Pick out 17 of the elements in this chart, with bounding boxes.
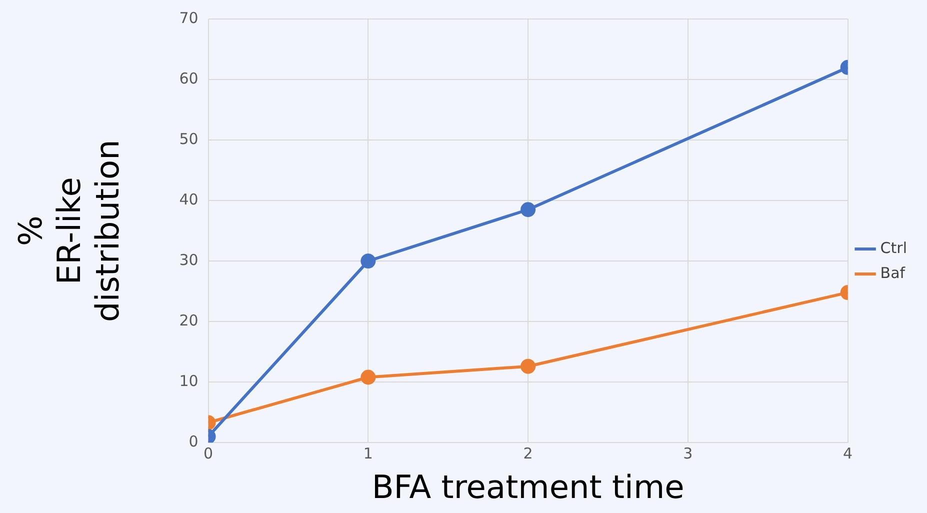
y-tick-label: 60 (179, 69, 198, 88)
x-tick-label: 0 (204, 444, 214, 462)
y-tick-label: 50 (179, 130, 198, 148)
x-axis-title: BFA treatment time (372, 468, 684, 506)
x-tick-label: 2 (523, 444, 533, 462)
y-tick-label: 10 (179, 372, 198, 390)
x-tick-label: 3 (683, 444, 693, 462)
legend-label: Ctrl (880, 238, 908, 257)
y-tick-label: 30 (179, 250, 198, 269)
y-tick-label: 70 (179, 8, 198, 27)
y-tick-label: 0 (188, 432, 198, 450)
y-tick-label: 20 (179, 311, 198, 330)
y-tick-label: 40 (179, 190, 198, 208)
x-tick-label: 4 (843, 444, 853, 462)
y-axis-title: % ER-like distribution (12, 140, 126, 322)
legend-label: Baf (880, 264, 906, 282)
x-tick-label: 1 (363, 444, 373, 462)
